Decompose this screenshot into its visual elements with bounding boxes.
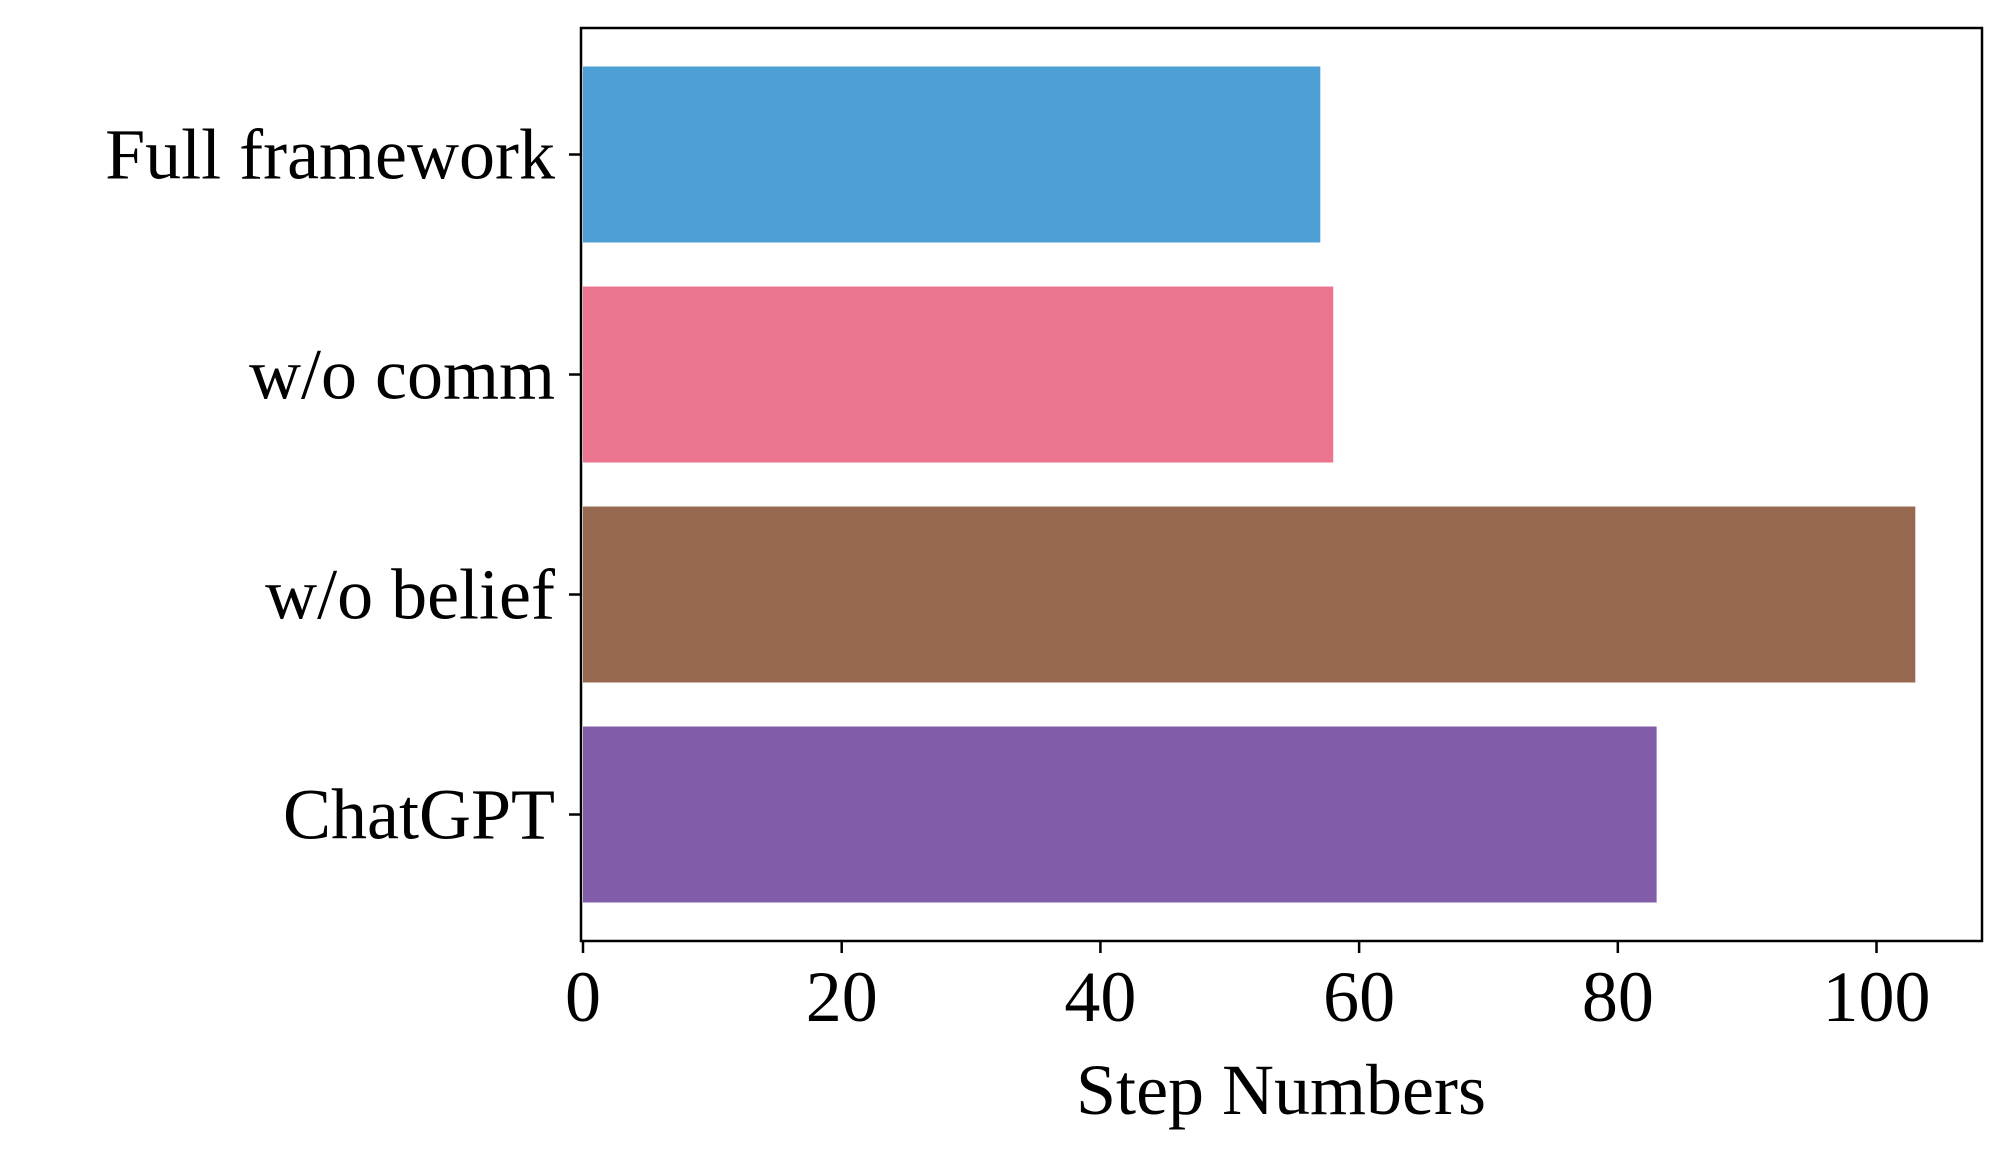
bar-full-framework	[583, 66, 1321, 243]
plot-frame	[579, 26, 1984, 943]
x-tick-label: 100	[1823, 957, 1931, 1037]
bar-w-o-comm	[583, 286, 1334, 463]
y-tick-label: Full framework	[105, 115, 555, 195]
x-axis-label: Step Numbers	[1076, 1050, 1486, 1130]
x-tick-label: 60	[1323, 957, 1395, 1037]
y-tick-label: ChatGPT	[283, 775, 555, 855]
x-tick-label: 0	[565, 957, 601, 1037]
bar-chatgpt	[583, 726, 1657, 903]
bar-w-o-belief	[583, 506, 1916, 683]
y-axis: Full framework w/o comm w/o belief ChatGPT	[105, 115, 581, 855]
bars	[583, 66, 1916, 903]
y-tick-label: w/o comm	[249, 335, 555, 415]
x-tick-label: 80	[1582, 957, 1654, 1037]
x-axis: 0 20 40 60 80 100	[565, 941, 1931, 1037]
y-tick-label: w/o belief	[265, 555, 555, 635]
x-tick-label: 40	[1064, 957, 1136, 1037]
x-tick-label: 20	[806, 957, 878, 1037]
